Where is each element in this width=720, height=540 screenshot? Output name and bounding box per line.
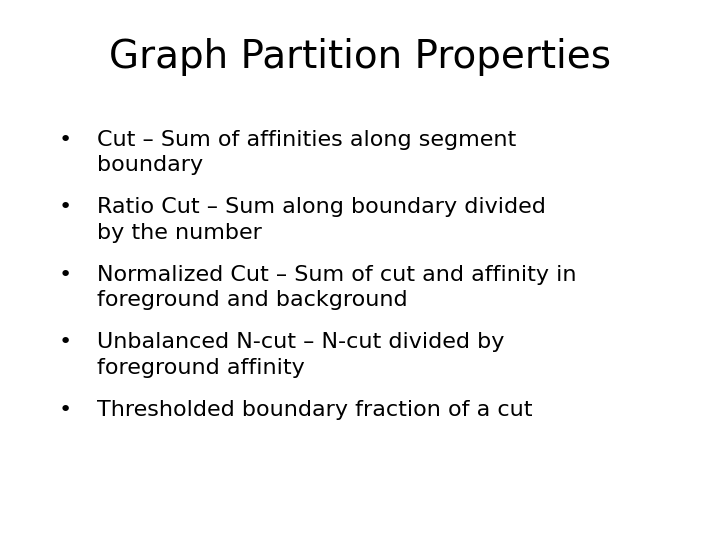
Text: •: • xyxy=(58,332,71,352)
Text: •: • xyxy=(58,400,71,420)
Text: •: • xyxy=(58,265,71,285)
Text: Unbalanced N-cut – N-cut divided by
foreground affinity: Unbalanced N-cut – N-cut divided by fore… xyxy=(97,332,505,377)
Text: Graph Partition Properties: Graph Partition Properties xyxy=(109,38,611,76)
Text: Normalized Cut – Sum of cut and affinity in
foreground and background: Normalized Cut – Sum of cut and affinity… xyxy=(97,265,577,310)
Text: Thresholded boundary fraction of a cut: Thresholded boundary fraction of a cut xyxy=(97,400,533,420)
Text: Cut – Sum of affinities along segment
boundary: Cut – Sum of affinities along segment bo… xyxy=(97,130,516,175)
Text: •: • xyxy=(58,130,71,150)
Text: Ratio Cut – Sum along boundary divided
by the number: Ratio Cut – Sum along boundary divided b… xyxy=(97,197,546,242)
Text: •: • xyxy=(58,197,71,217)
